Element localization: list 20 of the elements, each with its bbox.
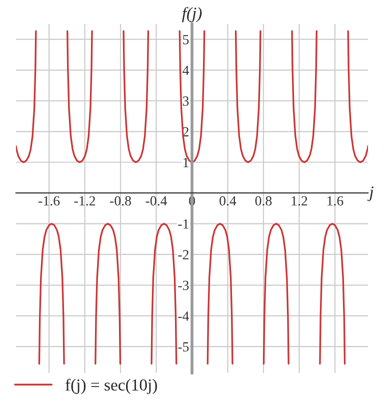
legend-label: f(j) = sec(10j)	[66, 378, 157, 394]
y-tick-label: -2	[178, 250, 188, 260]
y-tick-label: -5	[178, 342, 189, 352]
y-tick-label: -3	[178, 280, 189, 290]
x-tick-label: -0.4	[146, 196, 168, 206]
x-tick-label: 0.8	[255, 196, 272, 206]
x-tick-label: -1.6	[38, 196, 60, 206]
y-axis-title: f(j)	[182, 6, 202, 22]
x-tick-label: -1.2	[74, 196, 96, 206]
x-tick-label: 0.4	[220, 196, 236, 206]
y-tick-label: 3	[182, 96, 189, 106]
x-axis-title: j	[367, 186, 374, 202]
x-tick-label: 1.6	[327, 196, 344, 206]
y-tick-label: 5	[183, 35, 189, 44]
y-tick-label: 1	[184, 158, 188, 168]
y-tick-label: -4	[178, 312, 190, 321]
x-tick-label: 1.2	[292, 196, 308, 206]
y-tick-label: 4	[182, 66, 190, 75]
x-tick-label: -0.8	[110, 196, 131, 206]
y-tick-label: -1	[178, 219, 188, 229]
